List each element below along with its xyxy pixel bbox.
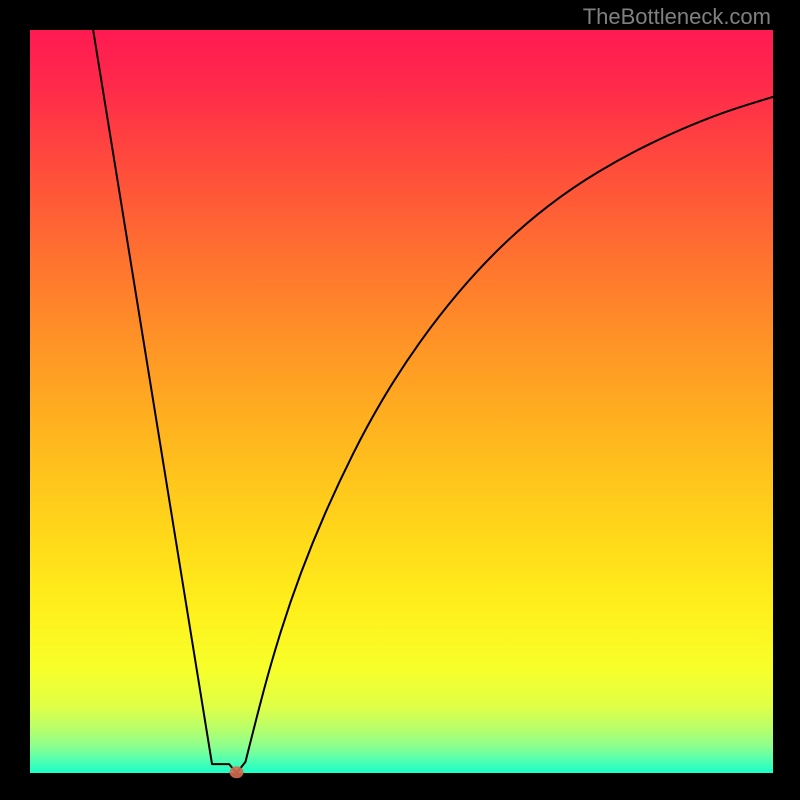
watermark-text: TheBottleneck.com — [583, 4, 771, 30]
optimum-marker — [230, 766, 244, 778]
curve-layer — [30, 30, 773, 773]
bottleneck-curve — [93, 30, 773, 773]
plot-area — [30, 30, 773, 773]
chart-container: TheBottleneck.com — [0, 0, 800, 800]
